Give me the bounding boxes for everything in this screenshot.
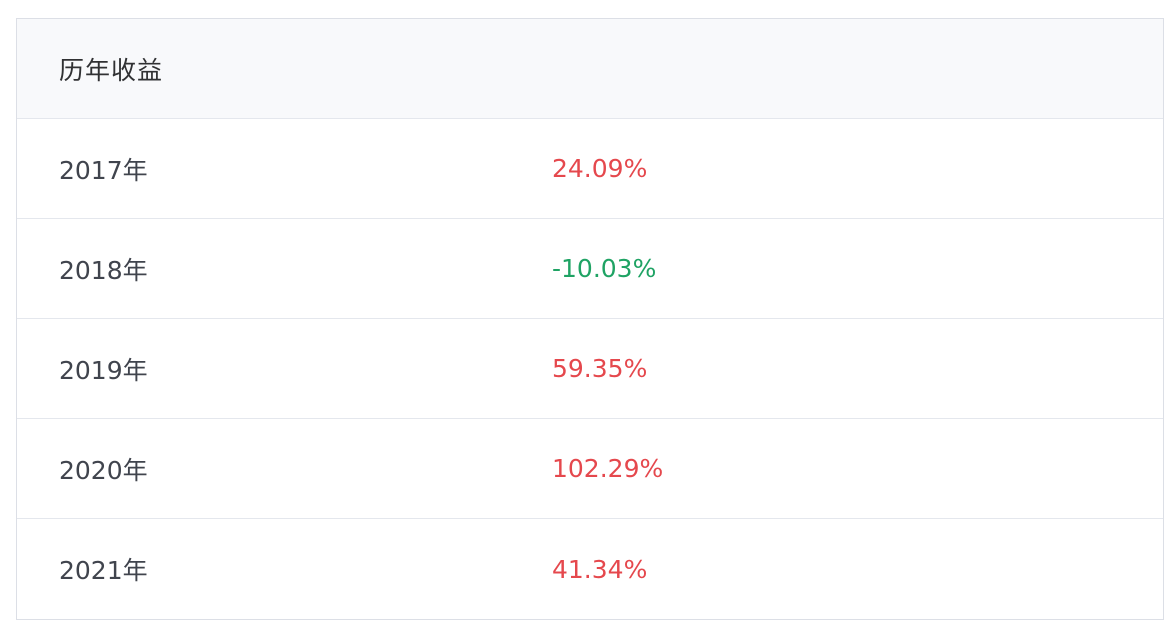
return-value-cell: 59.35% xyxy=(552,354,648,383)
year-cell: 2019年 xyxy=(59,355,148,385)
year-cell: 2018年 xyxy=(59,255,148,285)
return-value-cell: 102.29% xyxy=(552,454,664,483)
return-value-cell: 24.09% xyxy=(552,154,648,183)
table-row: 2020年 102.29% xyxy=(17,419,1163,519)
year-cell: 2021年 xyxy=(59,556,148,585)
table-row: 2021年 41.34% xyxy=(17,519,1163,619)
return-value-cell: -10.03% xyxy=(552,254,657,283)
year-cell: 2017年 xyxy=(59,155,148,185)
table-row: 2019年 59.35% xyxy=(17,319,1163,419)
table-header-title: 历年收益 xyxy=(59,55,164,85)
annual-returns-table: 历年收益 2017年 24.09% 2018年 -10.03% 2019年 59… xyxy=(16,18,1164,620)
year-cell: 2020年 xyxy=(59,455,148,485)
table-row: 2018年 -10.03% xyxy=(17,219,1163,319)
table-row: 2017年 24.09% xyxy=(17,119,1163,219)
table-header: 历年收益 xyxy=(17,19,1163,119)
return-value-cell: 41.34% xyxy=(552,554,648,584)
